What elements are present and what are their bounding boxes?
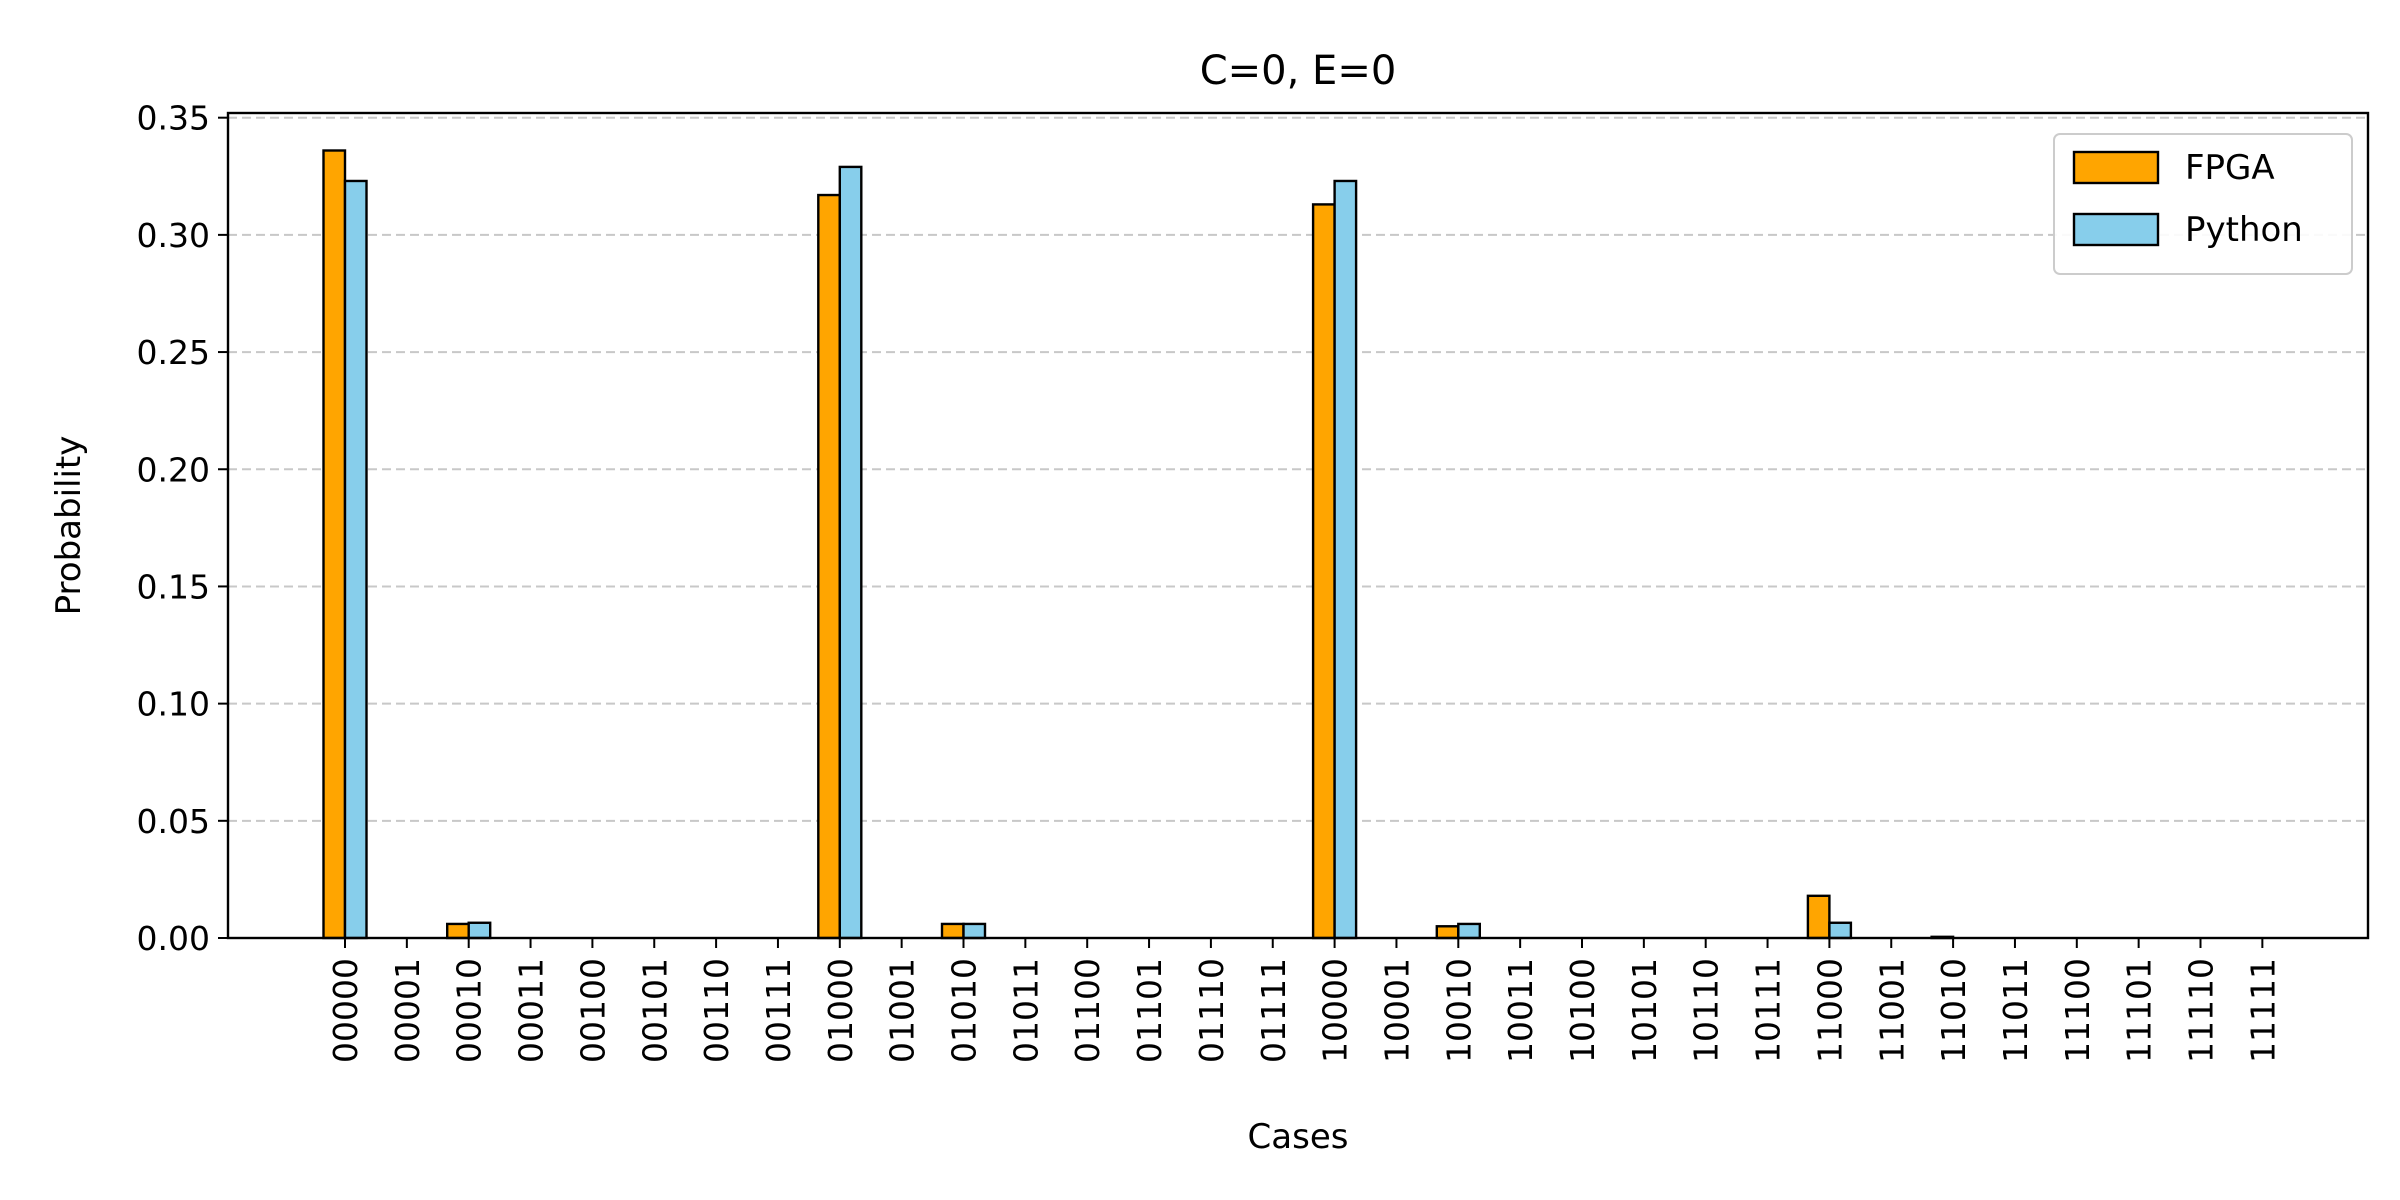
legend-swatch-fpga [2072,150,2160,185]
x-axis: 00000 00001 00010 00011 00100 00101 00110 00111… [326,938,2282,1063]
x-tick-label: 10010 [1439,958,1478,1063]
y-tick-label: 0.30 [137,216,210,255]
y-axis-title: Probability [49,436,89,616]
x-tick-label: 01100 [1068,958,1107,1063]
x-tick-label: 10001 [1377,958,1416,1063]
bar-fpga-01010 [940,922,965,940]
legend: FPGA Python [2053,133,2353,275]
x-tick-label: 10110 [1687,958,1726,1063]
x-tick-label: 00111 [759,958,798,1063]
x-tick-label: 11111 [2243,958,2282,1063]
y-tick-label: 0.25 [137,333,210,372]
grid-lines [228,116,2368,822]
x-tick-label: 10011 [1501,958,1540,1063]
bar-fpga-11000 [1806,894,1831,940]
bar-fpga-10010 [1435,925,1460,940]
x-tick-label: 10111 [1749,958,1788,1063]
x-axis-title: Cases [1248,1117,1349,1157]
x-tick-label: 00110 [697,958,736,1063]
bar-python-11000 [1828,921,1853,940]
x-tick-label: 01101 [1130,958,1169,1063]
bar-python-00010 [467,921,492,940]
x-tick-label: 10000 [1316,958,1355,1063]
y-tick-label: 0.00 [137,919,210,958]
x-tick-label: 11101 [2120,958,2159,1063]
x-tick-label: 00010 [450,958,489,1063]
x-tick-label: 01000 [821,958,860,1063]
bar-python-01010 [962,922,987,940]
x-tick-label: 11001 [1872,958,1911,1063]
x-tick-label: 01001 [883,958,922,1063]
y-tick-label: 0.35 [137,99,210,138]
x-tick-label: 00101 [635,958,674,1063]
bar-fpga-00010 [446,922,470,940]
legend-label-fpga: FPGA [2185,148,2275,188]
x-tick-label: 11100 [2058,958,2097,1063]
x-tick-label: 11010 [1934,958,1973,1063]
x-tick-label: 00011 [512,958,551,1063]
y-tick-label: 0.20 [137,450,210,489]
x-tick-label: 00100 [573,958,612,1063]
bar-python-00000 [343,179,368,940]
x-tick-label: 01111 [1254,958,1293,1063]
bar-fpga-01000 [817,193,841,940]
bar-fpga-00000 [322,149,347,940]
y-tick-label: 0.10 [137,685,210,724]
chart-title: C=0, E=0 [1200,48,1397,94]
y-tick-label: 0.15 [137,567,210,606]
bars [322,149,1955,940]
bar-python-10000 [1333,179,1358,940]
x-tick-label: 00000 [326,958,365,1063]
x-tick-label: 11011 [1996,958,2035,1063]
plot-frame [226,111,2370,940]
y-tick-label: 0.05 [137,802,210,841]
x-tick-label: 00001 [388,958,427,1063]
x-tick-label: 11110 [2182,958,2221,1063]
y-axis: 0.00 0.05 0.10 0.15 0.20 0.25 0.30 0.35 [137,99,228,958]
legend-label-python: Python [2185,210,2303,250]
x-tick-label: 10101 [1625,958,1664,1063]
x-tick-label: 01110 [1192,958,1231,1063]
x-tick-label: 11000 [1810,958,1849,1063]
x-tick-label: 01010 [945,958,984,1063]
x-tick-label: 10100 [1563,958,1602,1063]
bar-python-01000 [838,165,863,940]
bar-python-10010 [1457,922,1482,940]
x-tick-label: 01011 [1006,958,1045,1063]
bar-fpga-10000 [1311,203,1336,940]
legend-swatch-python [2072,212,2160,247]
